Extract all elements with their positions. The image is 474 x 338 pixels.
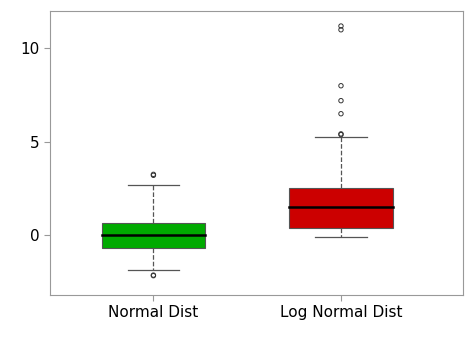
Point [337, 131, 345, 137]
Point [337, 27, 345, 32]
Point [337, 98, 345, 103]
FancyBboxPatch shape [290, 188, 392, 228]
FancyBboxPatch shape [102, 222, 205, 247]
Point [150, 272, 157, 278]
Point [337, 132, 345, 137]
Point [337, 23, 345, 29]
Point [337, 83, 345, 89]
Point [150, 173, 157, 178]
Point [150, 273, 157, 279]
Point [337, 111, 345, 116]
Point [150, 172, 157, 177]
